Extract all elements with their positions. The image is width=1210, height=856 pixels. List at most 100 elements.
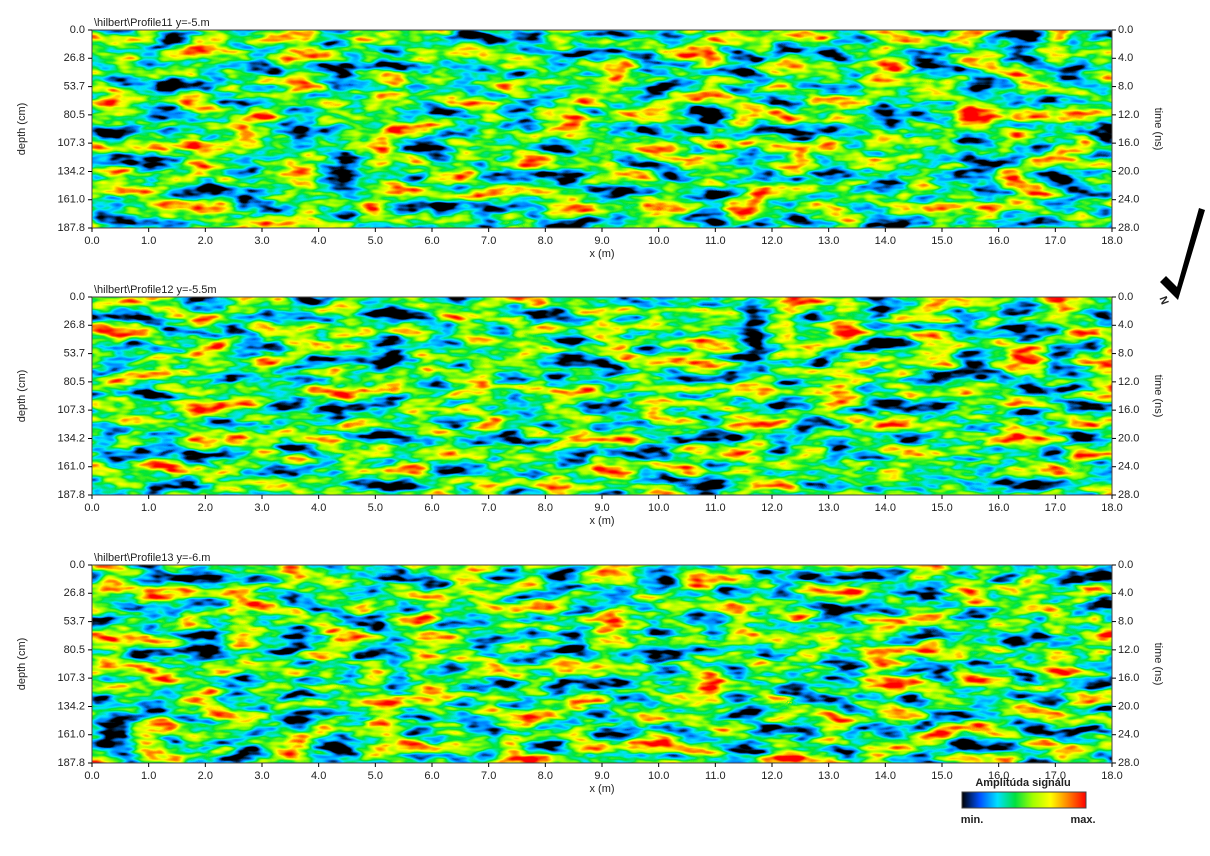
x-tick-label: 2.0 <box>198 502 213 514</box>
y2-tick-label: 12.0 <box>1118 376 1139 388</box>
x-tick-label: 6.0 <box>424 770 439 782</box>
panel: \hilbert\Profile12 y=-5.5m 0.0 1.0 2.0 3.0 4.… <box>16 284 1164 527</box>
x-tick-label: 18.0 <box>1101 235 1122 247</box>
colorbar: Amplitúda signálu min. max. <box>961 777 1096 826</box>
x-tick-label: 15.0 <box>931 502 952 514</box>
x-tick-label: 17.0 <box>1045 502 1066 514</box>
y-tick-label: 0.0 <box>70 559 85 571</box>
x-tick-label: 9.0 <box>594 235 609 247</box>
x-tick-label: 10.0 <box>648 502 669 514</box>
y-tick-label: 187.8 <box>57 489 85 501</box>
y-axis-label: depth (cm) <box>16 103 28 156</box>
x-axis-label: x (m) <box>589 248 614 260</box>
x-tick-label: 7.0 <box>481 770 496 782</box>
x-tick-label: 9.0 <box>594 502 609 514</box>
x-tick-label: 2.0 <box>198 235 213 247</box>
y-tick-label: 161.0 <box>57 461 85 473</box>
y2-tick-label: 28.0 <box>1118 222 1139 234</box>
panel: \hilbert\Profile11 y=-5.m 0.0 1.0 2.0 3.0 4.0… <box>16 17 1164 260</box>
x-tick-label: 3.0 <box>254 770 269 782</box>
x-axis-label: x (m) <box>589 515 614 527</box>
x-tick-label: 11.0 <box>705 235 726 247</box>
panel-title: \hilbert\Profile11 y=-5.m <box>94 17 210 29</box>
y2-tick-label: 20.0 <box>1118 432 1139 444</box>
y-tick-label: 80.5 <box>64 109 85 121</box>
x-tick-label: 14.0 <box>875 502 896 514</box>
y2-axis-label: time (ns) <box>1152 108 1164 151</box>
y2-tick-label: 12.0 <box>1118 109 1139 121</box>
x-tick-label: 18.0 <box>1101 502 1122 514</box>
y2-tick-label: 4.0 <box>1118 587 1133 599</box>
north-arrow-mark <box>1160 208 1205 300</box>
x-tick-label: 0.0 <box>84 770 99 782</box>
colorbar-max: max. <box>1070 814 1095 826</box>
panel-title: \hilbert\Profile12 y=-5.5m <box>94 284 217 296</box>
x-tick-label: 12.0 <box>761 502 782 514</box>
x-tick-label: 10.0 <box>648 770 669 782</box>
colorbar-scale <box>961 791 1087 809</box>
y2-axis-label: time (ns) <box>1152 643 1164 686</box>
x-tick-label: 13.0 <box>818 770 839 782</box>
panel-title: \hilbert\Profile13 y=-6.m <box>94 552 210 564</box>
x-tick-label: 1.0 <box>141 770 156 782</box>
y-tick-label: 0.0 <box>70 291 85 303</box>
y2-tick-label: 8.0 <box>1118 615 1133 627</box>
x-tick-label: 13.0 <box>818 235 839 247</box>
x-tick-label: 5.0 <box>368 235 383 247</box>
y-axis-label: depth (cm) <box>16 370 28 423</box>
y-tick-label: 26.8 <box>64 319 85 331</box>
x-tick-label: 2.0 <box>198 770 213 782</box>
y-tick-label: 161.0 <box>57 194 85 206</box>
y2-tick-label: 28.0 <box>1118 489 1139 501</box>
y-tick-label: 80.5 <box>64 644 85 656</box>
x-tick-label: 7.0 <box>481 502 496 514</box>
y2-tick-label: 8.0 <box>1118 80 1133 92</box>
radargram-image <box>92 297 1112 495</box>
x-tick-label: 16.0 <box>988 235 1009 247</box>
x-tick-label: 8.0 <box>538 235 553 247</box>
y2-tick-label: 0.0 <box>1118 291 1133 303</box>
x-tick-label: 8.0 <box>538 502 553 514</box>
x-tick-label: 8.0 <box>538 770 553 782</box>
x-tick-label: 14.0 <box>875 770 896 782</box>
y-tick-label: 53.7 <box>64 81 85 93</box>
radargram-image <box>92 565 1112 763</box>
x-tick-label: 12.0 <box>761 770 782 782</box>
colorbar-title: Amplitúda signálu <box>975 777 1070 789</box>
y-tick-label: 80.5 <box>64 376 85 388</box>
north-arrow: N <box>1158 208 1205 306</box>
y-tick-label: 134.2 <box>57 165 85 177</box>
x-tick-label: 4.0 <box>311 770 326 782</box>
x-tick-label: 3.0 <box>254 502 269 514</box>
y-tick-label: 161.0 <box>57 729 85 741</box>
y-tick-label: 187.8 <box>57 757 85 769</box>
x-tick-label: 6.0 <box>424 235 439 247</box>
y2-tick-label: 12.0 <box>1118 644 1139 656</box>
x-tick-label: 4.0 <box>311 235 326 247</box>
x-tick-label: 10.0 <box>648 235 669 247</box>
y-tick-label: 53.7 <box>64 348 85 360</box>
y2-tick-label: 28.0 <box>1118 757 1139 769</box>
x-tick-label: 16.0 <box>988 502 1009 514</box>
y-tick-label: 107.3 <box>57 672 85 684</box>
y2-tick-label: 16.0 <box>1118 137 1139 149</box>
y-tick-label: 53.7 <box>64 616 85 628</box>
x-tick-label: 17.0 <box>1045 770 1066 782</box>
y-tick-label: 134.2 <box>57 700 85 712</box>
north-label: N <box>1158 294 1172 306</box>
x-tick-label: 14.0 <box>875 235 896 247</box>
y2-tick-label: 0.0 <box>1118 24 1133 36</box>
x-tick-label: 3.0 <box>254 235 269 247</box>
y2-tick-label: 20.0 <box>1118 700 1139 712</box>
y-axis-label: depth (cm) <box>16 638 28 691</box>
y2-tick-label: 16.0 <box>1118 672 1139 684</box>
y-tick-label: 107.3 <box>57 137 85 149</box>
x-tick-label: 15.0 <box>931 770 952 782</box>
x-tick-label: 1.0 <box>141 235 156 247</box>
y2-axis-label: time (ns) <box>1152 375 1164 418</box>
x-tick-label: 4.0 <box>311 502 326 514</box>
x-tick-label: 15.0 <box>931 235 952 247</box>
y2-tick-label: 4.0 <box>1118 319 1133 331</box>
x-tick-label: 16.0 <box>988 770 1009 782</box>
x-tick-label: 12.0 <box>761 235 782 247</box>
